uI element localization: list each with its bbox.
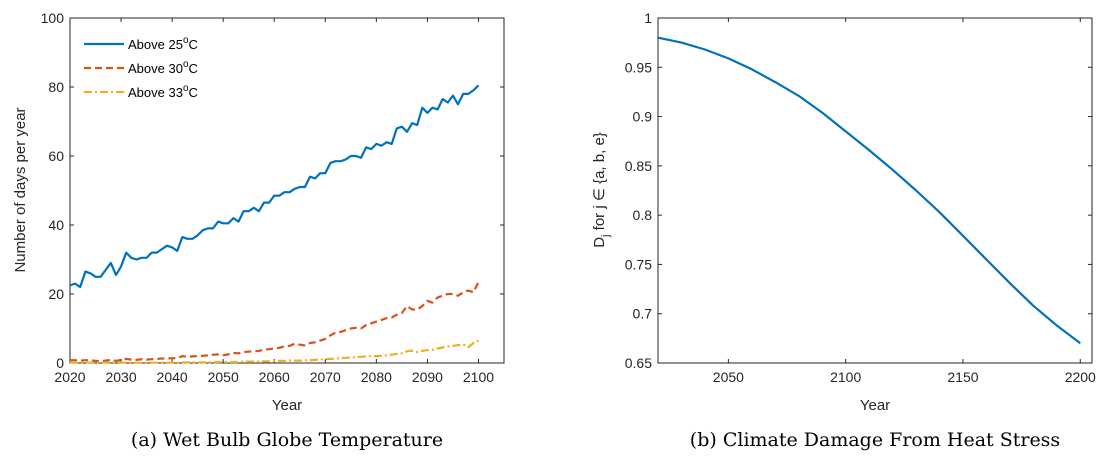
series-line-3 [70,339,479,364]
x-axis-label-b: Year [860,397,890,414]
x-tick-label: 2200 [1065,369,1096,385]
y-tick-label: 100 [41,10,65,26]
series-line-1 [69,84,480,289]
x-tick-label: 2100 [463,369,494,385]
y-tick-label: 0.85 [625,158,652,174]
x-tick-label: 2020 [54,369,85,385]
x-axis-label-a: Year [272,397,302,414]
x-ticks-a: 2020 2030 2040 2050 2060 2070 2080 2090 2100 [54,18,494,385]
x-tick-label: 2030 [105,369,136,385]
y-tick-label: 40 [48,217,64,233]
legend-label-2: Above 30oC [128,59,198,76]
x-tick-label: 2080 [361,369,392,385]
chart-damage: 0.650.70.750.80.850.90.951 2050 2100 2150 2… [591,10,1096,451]
series-line-1 [657,36,1081,345]
series-lines-a [69,84,480,364]
y-tick-label: 0.7 [633,306,653,322]
x-tick-label: 2090 [412,369,443,385]
y-tick-label: 1 [644,10,652,26]
y-axis-label-b-sub: j [600,235,612,238]
legend-label-1: Above 25oC [128,35,198,52]
y-tick-label: 60 [48,148,64,164]
legend-a: Above 25oC Above 30oC Above 33oC [84,35,198,100]
caption-a: (a) Wet Bulb Globe Temperature [131,429,443,451]
x-tick-label: 2100 [830,369,861,385]
y-tick-label: 0.8 [633,207,653,223]
legend-label-3: Above 33oC [128,83,198,100]
x-tick-label: 2040 [157,369,188,385]
y-tick-label: 20 [48,286,64,302]
series-lines-b [657,36,1081,345]
y-tick-label: 0.9 [633,109,653,125]
y-axis-label-b-main: D [591,237,608,248]
y-ticks-b: 0.65 0.7 0.75 0.8 0.85 0.9 0.95 1 [625,10,1092,371]
x-tick-label: 2070 [310,369,341,385]
y-axis-label-b-rest: for j ∈ {a, b, e} [591,132,608,234]
y-axis-label-b: Dj for j ∈ {a, b, e} [591,132,612,248]
y-ticks-a: 0 20 40 60 80 100 [41,10,504,371]
x-tick-label: 2150 [947,369,978,385]
x-ticks-b: 2050 2100 2150 2200 [713,18,1096,385]
y-tick-label: 0 [56,355,64,371]
caption-b: (b) Climate Damage From Heat Stress [690,429,1060,451]
y-axis-label-a: Number of days per year [12,107,29,272]
series-line-2 [70,281,480,363]
x-tick-label: 2060 [259,369,290,385]
plot-area-a [69,17,505,364]
plot-area-b [657,17,1093,364]
y-tick-label: 0.75 [625,256,652,272]
x-tick-label: 2050 [208,369,239,385]
y-tick-label: 80 [48,79,64,95]
y-tick-label: 0.65 [625,355,652,371]
x-tick-label: 2050 [713,369,744,385]
y-tick-label: 0.95 [625,59,652,75]
